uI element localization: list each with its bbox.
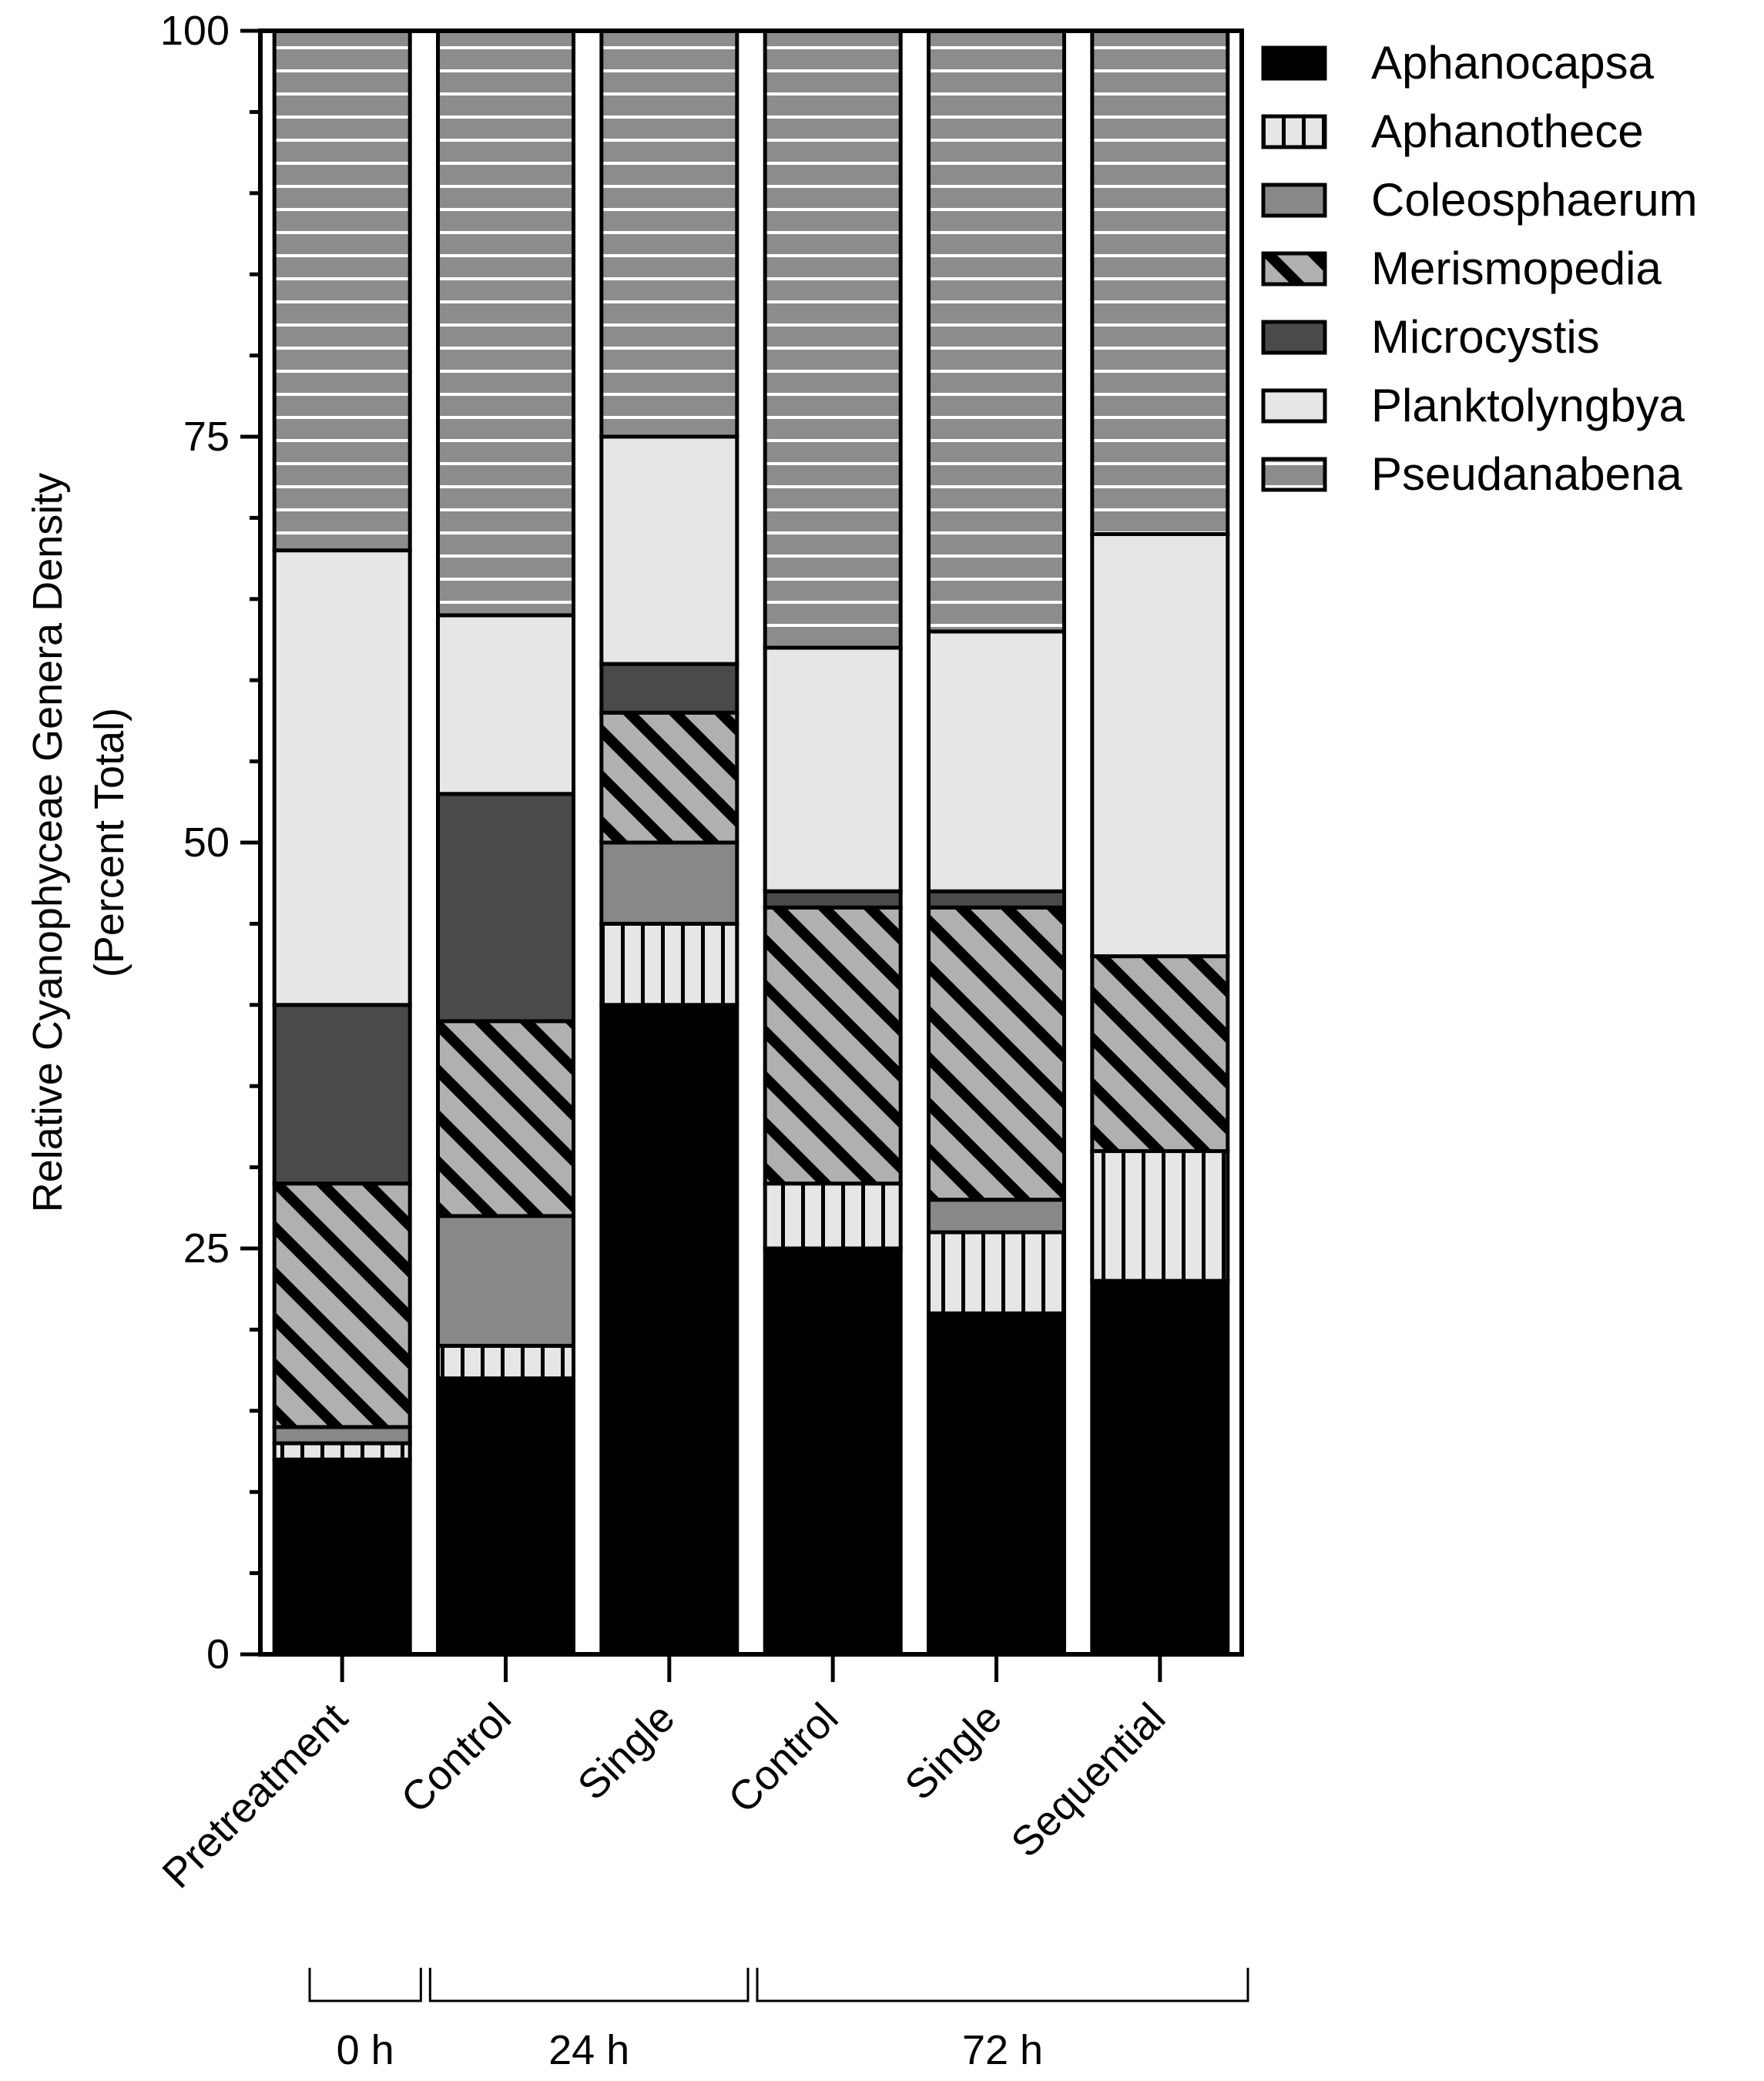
bar-segment-microcystis-1: [272, 1003, 412, 1186]
bar-segment-pseudanabena-5: [927, 28, 1066, 634]
y-axis-title: Relative Cyanophyceae Genera Density: [25, 473, 71, 1213]
bar-segment-aphanocapsa-2: [436, 1376, 575, 1657]
legend-swatch-pseudanabena: [1261, 457, 1327, 492]
bar-segment-coleosphaerum-5: [927, 1198, 1066, 1235]
bar-segment-merismopedia-2: [436, 1019, 575, 1218]
legend-label-aphanothece: Aphanothece: [1371, 106, 1644, 157]
bar-segment-coleosphaerum-2: [436, 1214, 575, 1348]
bar-segment-merismopedia-1: [272, 1181, 412, 1429]
legend-label-pseudanabena: Pseudanabena: [1371, 448, 1682, 500]
y-tick-label: 25: [183, 1225, 230, 1272]
x-tick-label: Single: [896, 1694, 1011, 1809]
group-label: 0 h: [337, 2027, 394, 2073]
bar-segment-pseudanabena-2: [436, 28, 575, 618]
group-bracket: [308, 1968, 422, 2002]
bar-segment-merismopedia-4: [763, 905, 903, 1186]
x-tick-label: Control: [719, 1694, 847, 1822]
x-tick-label: Pretreatment: [154, 1694, 357, 1897]
bar-segment-coleosphaerum-1: [272, 1425, 412, 1446]
bar-segment-planktolyngbya-4: [763, 645, 903, 893]
legend-label-aphanocapsa: Aphanocapsa: [1371, 37, 1655, 89]
x-tick-label: Sequential: [1002, 1694, 1174, 1866]
bar-segment-aphanothece-5: [927, 1230, 1066, 1315]
bar-segment-aphanocapsa-4: [763, 1246, 903, 1657]
bar-segment-planktolyngbya-2: [436, 613, 575, 796]
bar-segment-merismopedia-5: [927, 905, 1066, 1202]
bar-segment-merismopedia-6: [1090, 954, 1230, 1154]
bar-segment-aphanocapsa-5: [927, 1311, 1066, 1657]
bar-segment-planktolyngbya-1: [272, 548, 412, 1007]
bar-segment-aphanothece-2: [436, 1344, 575, 1381]
legend-label-merismopedia: Merismopedia: [1371, 243, 1662, 294]
legend-swatch-aphanocapsa: [1261, 45, 1327, 81]
legend-label-planktolyngbya: Planktolyngbya: [1371, 380, 1685, 431]
group-bracket: [428, 1968, 750, 2002]
bar-segment-aphanocapsa-6: [1090, 1278, 1230, 1657]
bar-segment-planktolyngbya-3: [599, 434, 739, 666]
bar-segment-aphanothece-1: [272, 1441, 412, 1462]
x-tick-label: Control: [392, 1694, 520, 1822]
group-bracket: [756, 1968, 1249, 2002]
legend-swatch-aphanothece: [1261, 114, 1327, 149]
y-tick-label: 0: [206, 1631, 230, 1677]
bar-segment-aphanothece-3: [599, 921, 739, 1007]
bar-segment-aphanothece-6: [1090, 1149, 1230, 1283]
y-tick-label: 100: [160, 8, 230, 54]
legend-label-microcystis: Microcystis: [1371, 311, 1600, 363]
bar-segment-coleosphaerum-3: [599, 840, 739, 926]
bar-segment-merismopedia-3: [599, 710, 739, 845]
legend-swatch-planktolyngbya: [1261, 388, 1327, 424]
bar-segment-aphanocapsa-3: [599, 1003, 739, 1657]
bar-segment-pseudanabena-4: [763, 28, 903, 650]
bar-segment-pseudanabena-3: [599, 28, 739, 439]
legend-swatch-merismopedia: [1261, 251, 1327, 287]
bar-segment-aphanocapsa-1: [272, 1457, 412, 1657]
y-tick-label: 75: [183, 414, 230, 460]
bar-segment-pseudanabena-1: [272, 28, 412, 553]
group-label: 24 h: [548, 2027, 629, 2073]
x-tick-label: Single: [569, 1694, 684, 1809]
y-tick-label: 50: [183, 819, 230, 866]
bar-segment-microcystis-3: [599, 662, 739, 715]
group-label: 72 h: [962, 2027, 1043, 2073]
bar-segment-planktolyngbya-6: [1090, 532, 1230, 959]
bar-segment-microcystis-5: [927, 889, 1066, 910]
legend-label-coleosphaerum: Coleosphaerum: [1371, 174, 1698, 226]
legend-swatch-microcystis: [1261, 320, 1327, 355]
bar-segment-pseudanabena-6: [1090, 28, 1230, 536]
bar-segment-aphanothece-4: [763, 1181, 903, 1251]
bar-segment-microcystis-2: [436, 792, 575, 1024]
legend-swatch-coleosphaerum: [1261, 183, 1327, 218]
y-axis-subtitle: (Percent Total): [86, 708, 132, 977]
bar-segment-microcystis-4: [763, 889, 903, 910]
bar-segment-planktolyngbya-5: [927, 629, 1066, 893]
